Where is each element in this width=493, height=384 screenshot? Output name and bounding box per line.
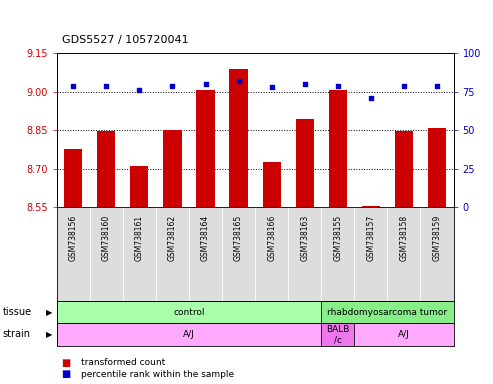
Bar — [57, 301, 321, 323]
Bar — [354, 323, 454, 346]
Bar — [163, 130, 181, 207]
Bar — [196, 91, 214, 207]
Point — [268, 84, 276, 90]
Point — [367, 95, 375, 101]
Text: percentile rank within the sample: percentile rank within the sample — [81, 370, 235, 379]
Point — [400, 83, 408, 89]
Point — [202, 81, 210, 87]
Text: GSM738158: GSM738158 — [399, 215, 409, 261]
Text: GSM738156: GSM738156 — [69, 215, 78, 261]
Point — [301, 81, 309, 87]
Bar — [57, 323, 321, 346]
Point — [70, 83, 77, 89]
Text: A/J: A/J — [398, 330, 410, 339]
Text: rhabdomyosarcoma tumor: rhabdomyosarcoma tumor — [327, 308, 448, 317]
Bar — [321, 301, 454, 323]
Text: strain: strain — [2, 329, 31, 339]
Text: GSM738166: GSM738166 — [267, 215, 276, 261]
Text: transformed count: transformed count — [81, 358, 166, 367]
Point — [169, 83, 176, 89]
Text: GSM738162: GSM738162 — [168, 215, 177, 261]
Text: ■: ■ — [62, 369, 71, 379]
Bar — [329, 91, 347, 207]
Text: GDS5527 / 105720041: GDS5527 / 105720041 — [62, 35, 188, 45]
Point — [103, 83, 110, 89]
Point — [334, 83, 342, 89]
Bar — [296, 119, 314, 207]
Text: ▶: ▶ — [46, 330, 53, 339]
Text: GSM738163: GSM738163 — [300, 215, 309, 261]
Text: GSM738159: GSM738159 — [432, 215, 442, 261]
Text: ■: ■ — [62, 358, 71, 368]
Text: tissue: tissue — [2, 307, 32, 317]
Text: GSM738165: GSM738165 — [234, 215, 243, 261]
Bar — [97, 131, 115, 207]
Text: control: control — [173, 308, 205, 317]
Bar — [428, 127, 446, 207]
Point — [136, 87, 143, 93]
Bar — [263, 162, 281, 207]
Text: GSM738155: GSM738155 — [333, 215, 342, 261]
Bar — [395, 131, 413, 207]
Text: GSM738160: GSM738160 — [102, 215, 111, 261]
Bar — [362, 206, 380, 207]
Bar — [64, 149, 82, 207]
Point — [433, 83, 441, 89]
Bar — [230, 69, 247, 207]
Point — [235, 78, 243, 84]
Text: ▶: ▶ — [46, 308, 53, 317]
Text: GSM738164: GSM738164 — [201, 215, 210, 261]
Text: BALB
/c: BALB /c — [326, 325, 350, 344]
Text: GSM738161: GSM738161 — [135, 215, 144, 261]
Bar — [130, 166, 148, 207]
Bar — [321, 323, 354, 346]
Text: A/J: A/J — [183, 330, 195, 339]
Text: GSM738157: GSM738157 — [366, 215, 375, 261]
